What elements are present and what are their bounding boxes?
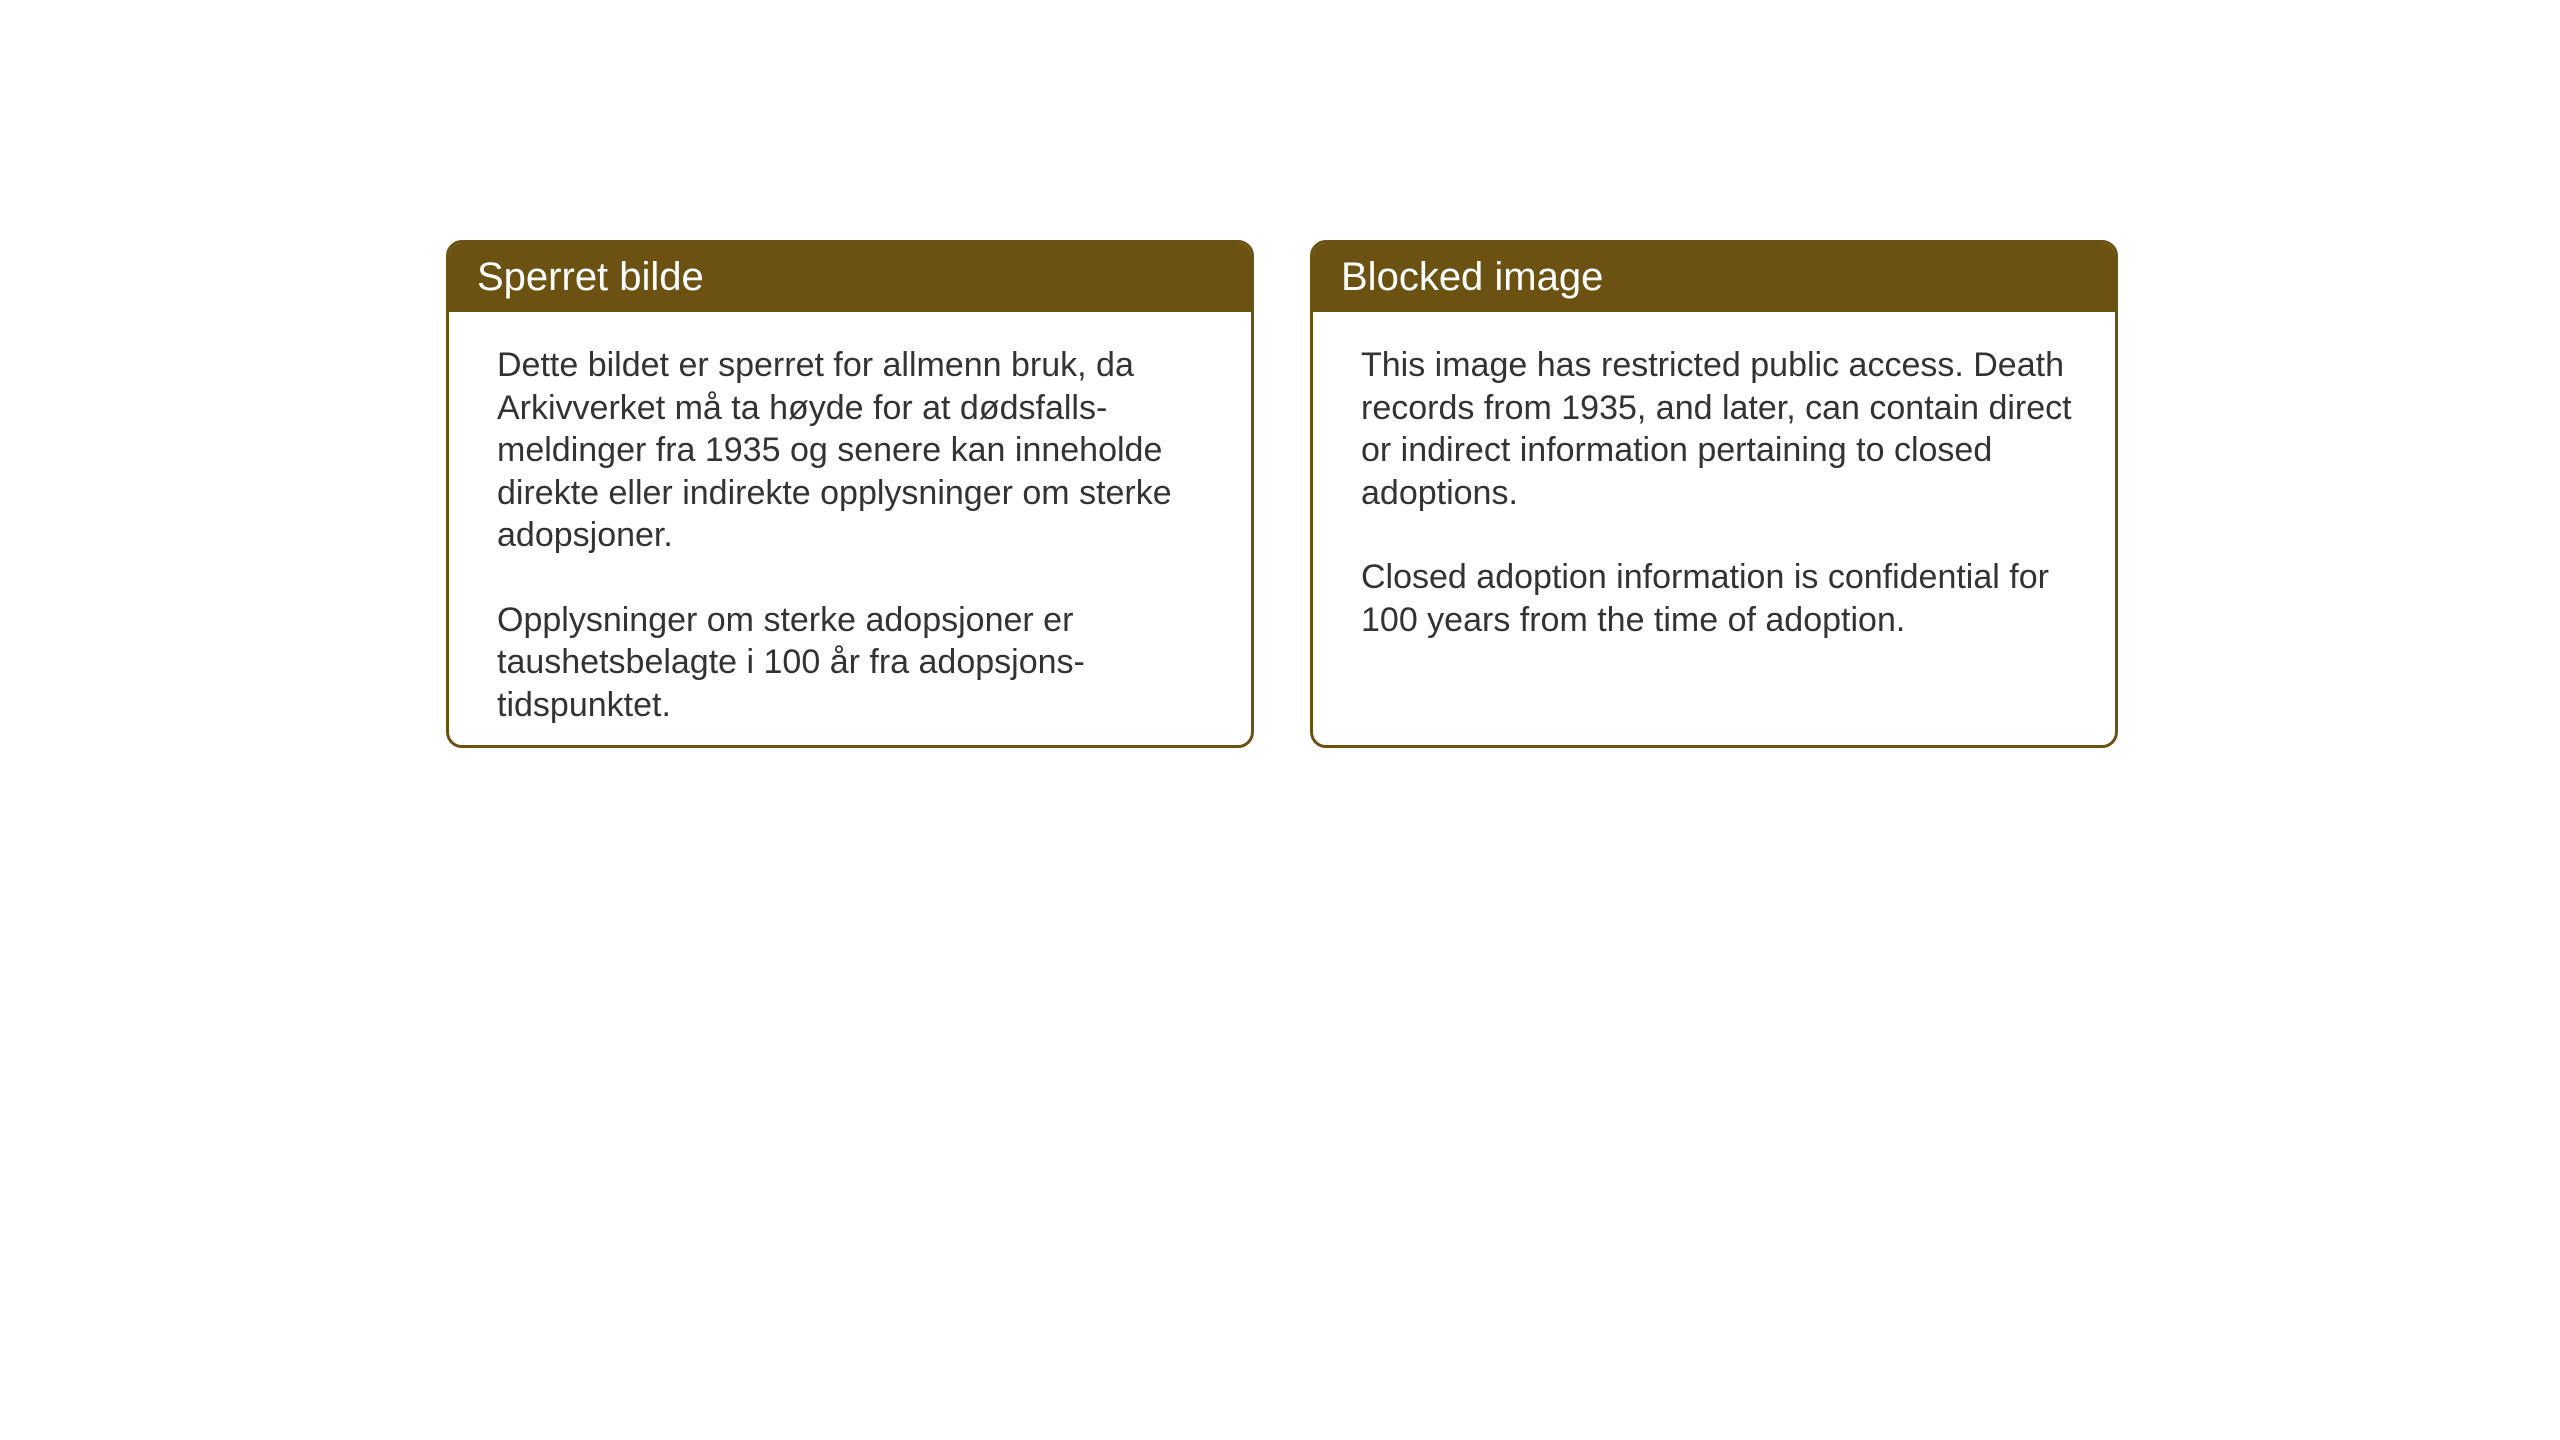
norwegian-paragraph-1: Dette bildet er sperret for allmenn bruk… (497, 344, 1219, 557)
english-notice-card: Blocked image This image has restricted … (1310, 240, 2118, 748)
norwegian-paragraph-2: Opplysninger om sterke adopsjoner er tau… (497, 599, 1219, 727)
english-paragraph-1: This image has restricted public access.… (1361, 344, 2083, 514)
english-card-title: Blocked image (1313, 243, 2115, 312)
english-paragraph-2: Closed adoption information is confident… (1361, 556, 2083, 641)
norwegian-notice-card: Sperret bilde Dette bildet er sperret fo… (446, 240, 1254, 748)
norwegian-card-title: Sperret bilde (449, 243, 1251, 312)
notice-container: Sperret bilde Dette bildet er sperret fo… (446, 240, 2118, 748)
english-card-body: This image has restricted public access.… (1313, 312, 2115, 673)
norwegian-card-body: Dette bildet er sperret for allmenn bruk… (449, 312, 1251, 748)
